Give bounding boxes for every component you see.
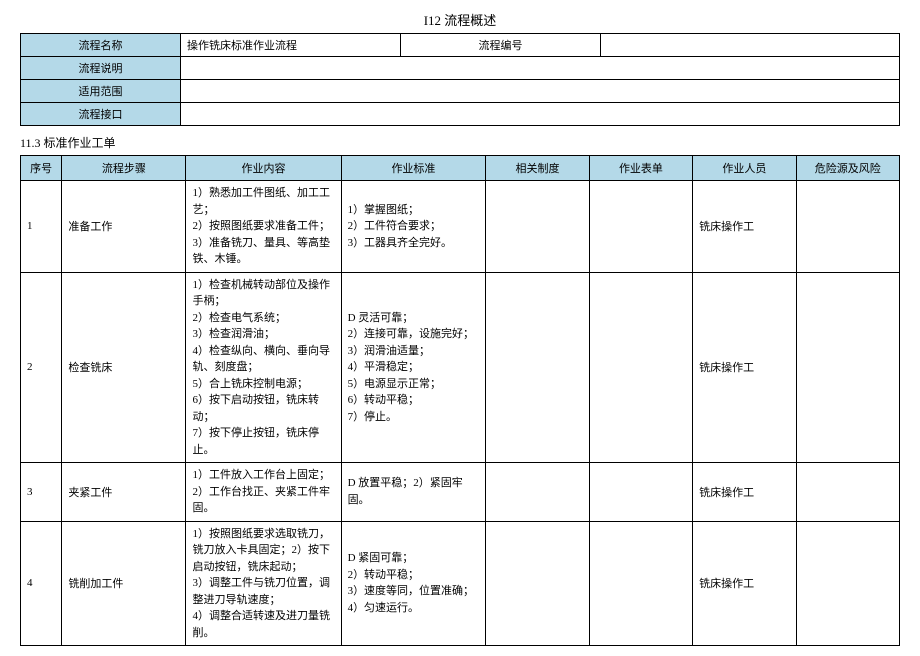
label-process-name: 流程名称 <box>21 34 181 57</box>
cell-standard: D 灵活可靠； 2）连接可靠，设施完好； 3）润滑油适量； 4）平滑稳定； 5）… <box>341 272 486 463</box>
section-title: 11.3 标准作业工单 <box>20 134 900 151</box>
cell-content: 1）按照图纸要求选取铣刀，铣刀放入卡具固定；2）按下启动按钮，铣床起动； 3）调… <box>186 521 341 646</box>
cell-content: 1）工件放入工作台上固定； 2）工作台找正、夹紧工件牢固。 <box>186 463 341 522</box>
cell-num: 4 <box>21 521 62 646</box>
main-table: 序号 流程步骤 作业内容 作业标准 相关制度 作业表单 作业人员 危险源及风险 … <box>20 155 900 646</box>
cell-form <box>589 272 692 463</box>
cell-num: 2 <box>21 272 62 463</box>
cell-num: 1 <box>21 181 62 273</box>
label-interface: 流程接口 <box>21 103 181 126</box>
label-process-desc: 流程说明 <box>21 57 181 80</box>
header-row: 序号 流程步骤 作业内容 作业标准 相关制度 作业表单 作业人员 危险源及风险 <box>21 156 900 181</box>
cell-person: 铣床操作工 <box>693 521 796 646</box>
cell-person: 铣床操作工 <box>693 181 796 273</box>
value-process-name: 操作铣床标准作业流程 <box>181 34 401 57</box>
label-flow-number: 流程编号 <box>401 34 601 57</box>
cell-step: 检查铣床 <box>62 272 186 463</box>
header-form: 作业表单 <box>589 156 692 181</box>
cell-form <box>589 463 692 522</box>
cell-person: 铣床操作工 <box>693 463 796 522</box>
header-step: 流程步骤 <box>62 156 186 181</box>
header-num: 序号 <box>21 156 62 181</box>
overview-table: 流程名称 操作铣床标准作业流程 流程编号 流程说明 适用范围 流程接口 <box>20 33 900 126</box>
cell-risk <box>796 181 899 273</box>
cell-content: 1）检查机械转动部位及操作手柄； 2）检查电气系统； 3）检查润滑油； 4）检查… <box>186 272 341 463</box>
value-scope <box>181 80 900 103</box>
cell-system <box>486 521 589 646</box>
cell-person: 铣床操作工 <box>693 272 796 463</box>
cell-standard: 1）掌握图纸； 2）工件符合要求； 3）工器具齐全完好。 <box>341 181 486 273</box>
table-row: 2检查铣床1）检查机械转动部位及操作手柄； 2）检查电气系统； 3）检查润滑油；… <box>21 272 900 463</box>
value-flow-number <box>601 34 900 57</box>
cell-step: 夹紧工件 <box>62 463 186 522</box>
cell-step: 铣削加工件 <box>62 521 186 646</box>
cell-risk <box>796 521 899 646</box>
label-scope: 适用范围 <box>21 80 181 103</box>
cell-form <box>589 521 692 646</box>
cell-system <box>486 181 589 273</box>
cell-content: 1）熟悉加工件图纸、加工工艺； 2）按照图纸要求准备工件； 3）准备铣刀、量具、… <box>186 181 341 273</box>
cell-step: 准备工作 <box>62 181 186 273</box>
header-person: 作业人员 <box>693 156 796 181</box>
header-system: 相关制度 <box>486 156 589 181</box>
table-row: 4铣削加工件1）按照图纸要求选取铣刀，铣刀放入卡具固定；2）按下启动按钮，铣床起… <box>21 521 900 646</box>
cell-standard: D 紧固可靠； 2）转动平稳； 3）速度等同，位置准确； 4）匀速运行。 <box>341 521 486 646</box>
header-risk: 危险源及风险 <box>796 156 899 181</box>
cell-system <box>486 272 589 463</box>
header-content: 作业内容 <box>186 156 341 181</box>
header-standard: 作业标准 <box>341 156 486 181</box>
cell-risk <box>796 463 899 522</box>
cell-system <box>486 463 589 522</box>
table-row: 1准备工作1）熟悉加工件图纸、加工工艺； 2）按照图纸要求准备工件； 3）准备铣… <box>21 181 900 273</box>
value-interface <box>181 103 900 126</box>
value-process-desc <box>181 57 900 80</box>
cell-standard: D 放置平稳；2）紧固牢固。 <box>341 463 486 522</box>
page-title: I12 流程概述 <box>20 10 900 29</box>
cell-risk <box>796 272 899 463</box>
cell-form <box>589 181 692 273</box>
cell-num: 3 <box>21 463 62 522</box>
table-row: 3夹紧工件1）工件放入工作台上固定； 2）工作台找正、夹紧工件牢固。D 放置平稳… <box>21 463 900 522</box>
